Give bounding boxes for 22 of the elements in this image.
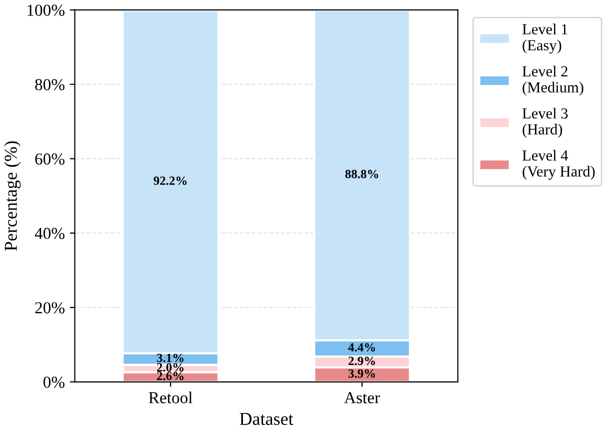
y-axis-title: Percentage (%) [4,141,21,251]
y-tick-label: 0% [43,376,64,388]
y-tick-label: 100% [28,4,64,16]
legend-label: Level 2 (Medium) [522,66,584,96]
data-label: 4.4% [348,343,375,352]
data-label: 3.1% [156,354,184,362]
x-axis-title: Dataset [240,412,294,425]
data-label: 2.9% [348,356,375,366]
data-label: 2.0% [157,363,184,372]
y-tick-label: 80% [35,79,64,90]
y-tick-label: 60% [35,153,64,165]
y-tick-label: 20% [35,302,64,314]
legend-label: Level 4 (Very Hard) [522,150,595,180]
data-label: 92.2% [154,176,187,185]
data-label: 2.6% [157,372,184,380]
data-label: 3.9% [348,369,375,378]
data-label: 88.8% [345,170,378,178]
y-tick-label: 40% [34,228,64,240]
x-tick-label: Aster [344,392,380,404]
legend-label: Level 3 (Hard) [522,108,568,138]
legend-label: Level 1 (Easy) [522,24,568,54]
x-tick-label: Retool [148,392,192,404]
